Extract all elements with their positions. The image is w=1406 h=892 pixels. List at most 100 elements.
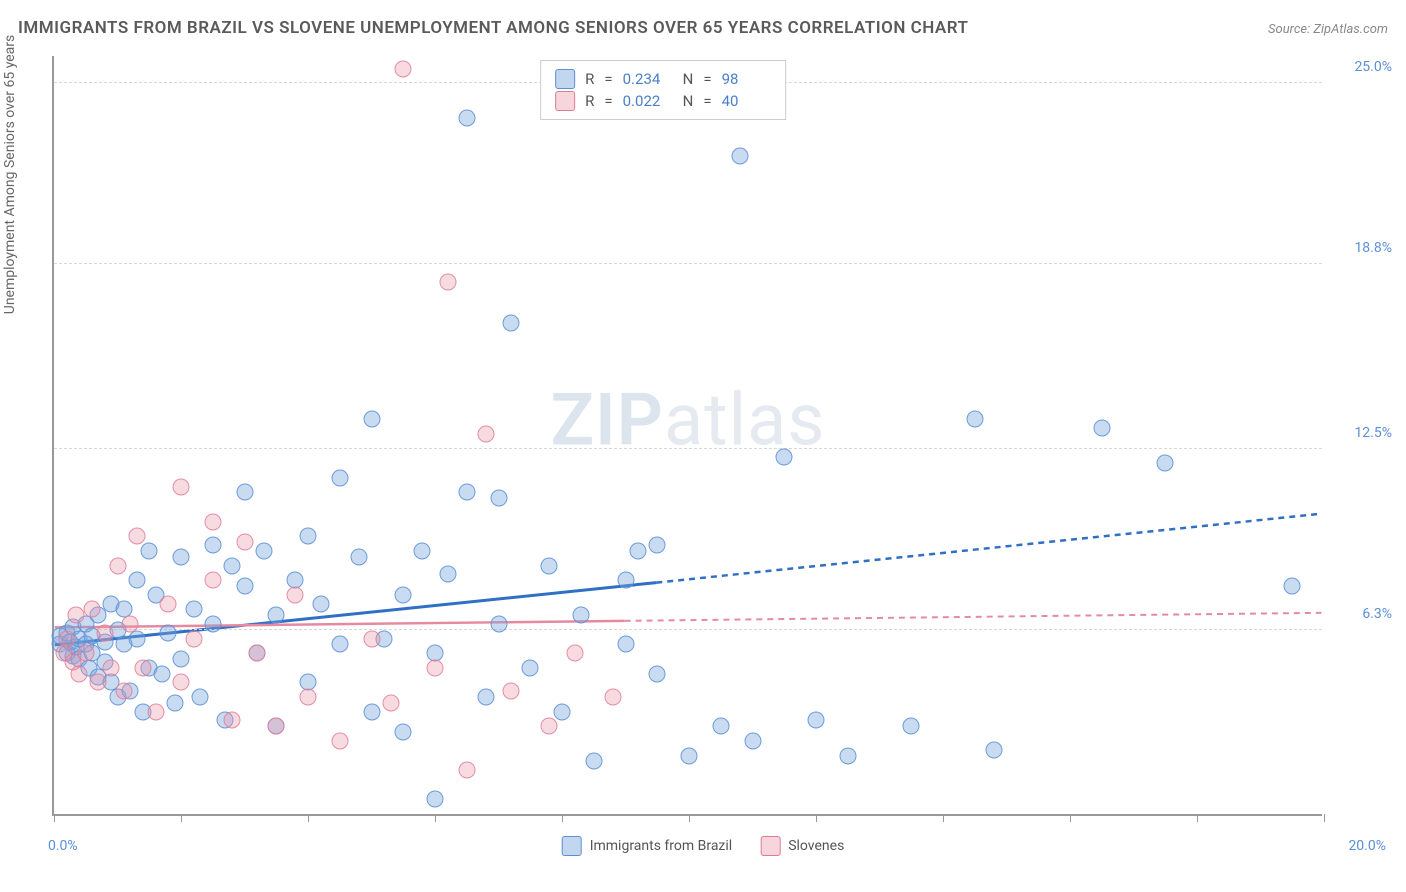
data-point — [363, 630, 380, 647]
data-point — [573, 607, 590, 624]
data-point — [141, 542, 158, 559]
data-point — [395, 586, 412, 603]
data-point — [744, 732, 761, 749]
trend-lines — [54, 56, 1322, 814]
x-tick — [308, 814, 309, 822]
data-point — [1284, 578, 1301, 595]
gridline — [54, 263, 1322, 264]
y-tick-label: 18.8% — [1354, 240, 1392, 256]
data-point — [287, 586, 304, 603]
x-tick — [1324, 814, 1325, 822]
data-point — [554, 703, 571, 720]
data-point — [382, 694, 399, 711]
data-point — [223, 712, 240, 729]
data-point — [585, 753, 602, 770]
data-point — [541, 718, 558, 735]
data-point — [414, 542, 431, 559]
data-point — [223, 557, 240, 574]
legend-row-slovenes: R= 0.022 N= 40 — [555, 91, 771, 111]
data-point — [103, 659, 120, 676]
data-point — [173, 651, 190, 668]
data-point — [128, 572, 145, 589]
data-point — [192, 689, 209, 706]
legend-item-brazil: Immigrants from Brazil — [562, 836, 733, 856]
data-point — [363, 703, 380, 720]
data-point — [115, 683, 132, 700]
y-tick-label: 12.5% — [1354, 425, 1392, 441]
series-legend: Immigrants from Brazil Slovenes — [562, 836, 845, 856]
data-point — [363, 411, 380, 428]
data-point — [185, 630, 202, 647]
data-point — [204, 616, 221, 633]
data-point — [649, 665, 666, 682]
legend-label-brazil: Immigrants from Brazil — [590, 838, 733, 854]
data-point — [160, 595, 177, 612]
data-point — [160, 624, 177, 641]
data-point — [96, 624, 113, 641]
r-value-brazil: 0.234 — [623, 70, 673, 88]
data-point — [300, 528, 317, 545]
data-point — [458, 484, 475, 501]
data-point — [58, 630, 75, 647]
data-point — [122, 616, 139, 633]
data-point — [312, 595, 329, 612]
swatch-pink-icon — [555, 91, 575, 111]
data-point — [617, 636, 634, 653]
data-point — [458, 762, 475, 779]
data-point — [147, 703, 164, 720]
n-value-slovenes: 40 — [722, 92, 772, 110]
data-point — [503, 683, 520, 700]
data-point — [395, 724, 412, 741]
data-point — [427, 659, 444, 676]
data-point — [185, 601, 202, 618]
plot-area: ZIPatlas R= 0.234 N= 98 R= 0.022 N= 40 6… — [52, 56, 1322, 816]
data-point — [490, 616, 507, 633]
data-point — [68, 607, 85, 624]
data-point — [134, 659, 151, 676]
data-point — [236, 578, 253, 595]
data-point — [300, 689, 317, 706]
x-tick — [1070, 814, 1071, 822]
data-point — [204, 572, 221, 589]
data-point — [71, 665, 88, 682]
data-point — [503, 314, 520, 331]
swatch-pink-icon — [760, 836, 780, 856]
data-point — [204, 513, 221, 530]
data-point — [128, 528, 145, 545]
data-point — [649, 537, 666, 554]
gridline — [54, 448, 1322, 449]
data-point — [153, 665, 170, 682]
data-point — [128, 630, 145, 647]
data-point — [255, 542, 272, 559]
data-point — [166, 694, 183, 711]
source-attribution: Source: ZipAtlas.com — [1268, 22, 1388, 37]
x-axis-min-label: 0.0% — [48, 838, 78, 854]
data-point — [249, 645, 266, 662]
data-point — [268, 718, 285, 735]
data-point — [681, 747, 698, 764]
r-value-slovenes: 0.022 — [623, 92, 673, 110]
y-tick-label: 25.0% — [1354, 59, 1392, 75]
data-point — [712, 718, 729, 735]
x-tick — [943, 814, 944, 822]
data-point — [776, 449, 793, 466]
legend-label-slovenes: Slovenes — [788, 838, 844, 854]
y-axis-label: Unemployment Among Seniors over 65 years — [2, 35, 18, 315]
correlation-legend: R= 0.234 N= 98 R= 0.022 N= 40 — [540, 60, 786, 120]
data-point — [477, 426, 494, 443]
x-tick — [689, 814, 690, 822]
data-point — [236, 534, 253, 551]
data-point — [808, 712, 825, 729]
data-point — [331, 469, 348, 486]
data-point — [490, 490, 507, 507]
x-tick — [435, 814, 436, 822]
x-tick — [816, 814, 817, 822]
data-point — [903, 718, 920, 735]
data-point — [173, 674, 190, 691]
data-point — [966, 411, 983, 428]
data-point — [477, 689, 494, 706]
n-value-brazil: 98 — [722, 70, 772, 88]
legend-item-slovenes: Slovenes — [760, 836, 844, 856]
chart-title: IMMIGRANTS FROM BRAZIL VS SLOVENE UNEMPL… — [18, 18, 968, 38]
data-point — [731, 148, 748, 165]
